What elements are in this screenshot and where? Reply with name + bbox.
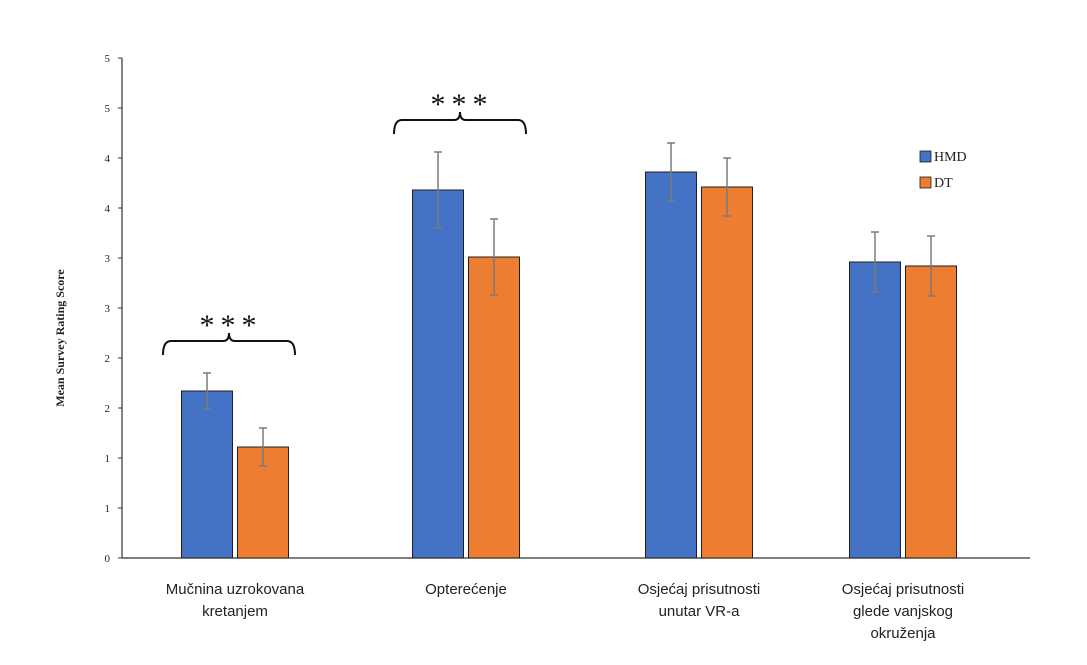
y-tick-label: 3 <box>105 303 111 315</box>
y-tick-label: 2 <box>105 353 111 365</box>
bar-dt-2 <box>701 186 753 559</box>
legend-label-dt: DT <box>934 176 953 191</box>
significance-bracket <box>393 111 527 135</box>
significance-bracket <box>162 332 296 356</box>
bar-hmd-3 <box>849 261 901 559</box>
bar-hmd-2 <box>645 171 697 559</box>
legend: HMD DT <box>919 150 967 191</box>
x-tick-label: Mučnina uzrokovana kretanjem <box>166 581 305 620</box>
y-tick-label: 2 <box>105 403 111 415</box>
x-tick-labels: Mučnina uzrokovana kretanjem Opterećenje Os… <box>166 581 964 642</box>
significance-markers: *** *** <box>162 88 527 356</box>
y-tick-label: 1 <box>105 453 111 465</box>
legend-swatch-dt <box>919 176 932 189</box>
bar-dt-1 <box>468 256 520 559</box>
y-tick-label: 1 <box>105 503 111 515</box>
y-tick-label: 3 <box>105 253 111 265</box>
significance-label: *** <box>200 309 263 342</box>
bar-hmd-0 <box>181 390 233 559</box>
y-axis-title: Mean Survey Rating Score <box>53 269 67 407</box>
legend-label-hmd: HMD <box>934 150 967 165</box>
y-tick-labels: 0 1 1 2 2 3 3 4 4 5 5 <box>105 53 122 565</box>
y-tick-label: 4 <box>105 153 111 165</box>
bar-dt-3 <box>905 265 957 559</box>
bars <box>181 171 957 559</box>
legend-swatch-hmd <box>919 150 932 163</box>
error-bars <box>203 142 935 467</box>
y-tick-label: 4 <box>105 203 111 215</box>
x-tick-label: Osjećaj prisutnosti glede vanjskog okružen… <box>842 581 965 642</box>
y-tick-label: 5 <box>105 103 111 115</box>
y-tick-label: 5 <box>105 53 111 65</box>
x-tick-label: Osjećaj prisutnosti unutar VR-a <box>638 581 761 620</box>
significance-label: *** <box>431 88 494 121</box>
y-tick-label: 0 <box>105 553 111 565</box>
bar-hmd-1 <box>412 189 464 559</box>
x-tick-label: Opterećenje <box>425 581 507 598</box>
